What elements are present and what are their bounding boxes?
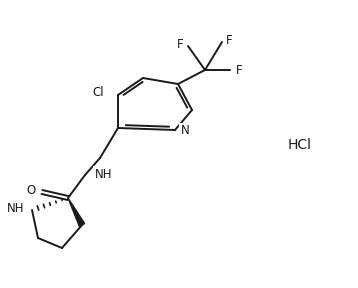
Text: NH: NH xyxy=(6,202,24,215)
Text: O: O xyxy=(27,185,36,198)
Text: F: F xyxy=(226,35,233,48)
Polygon shape xyxy=(68,198,84,226)
Text: NH: NH xyxy=(95,168,112,181)
Text: HCl: HCl xyxy=(288,138,312,152)
Text: Cl: Cl xyxy=(92,86,104,99)
Text: N: N xyxy=(181,124,190,137)
Text: F: F xyxy=(177,37,184,50)
Text: F: F xyxy=(236,65,243,77)
